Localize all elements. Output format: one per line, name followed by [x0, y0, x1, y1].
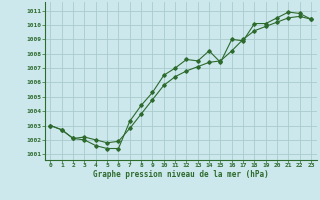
X-axis label: Graphe pression niveau de la mer (hPa): Graphe pression niveau de la mer (hPa) [93, 170, 269, 179]
